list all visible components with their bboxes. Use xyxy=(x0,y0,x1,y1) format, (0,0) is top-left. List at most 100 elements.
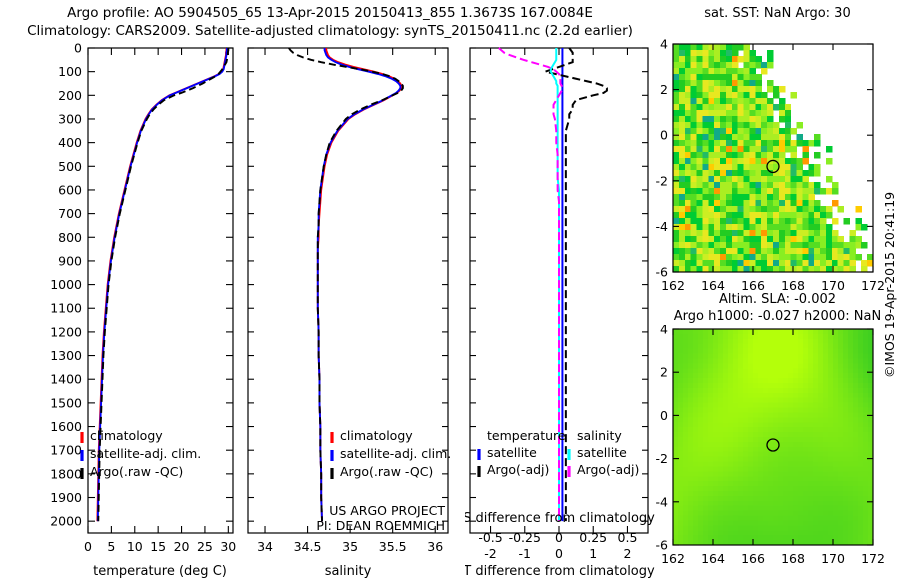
svg-text:4: 4 xyxy=(660,325,668,337)
svg-text:-0.5: -0.5 xyxy=(478,530,502,545)
svg-text:20: 20 xyxy=(174,539,190,554)
svg-text:170: 170 xyxy=(821,278,845,293)
svg-text:162: 162 xyxy=(661,551,685,566)
copyright-stamp: ©IMOS 19-Apr-2015 20:41:19 xyxy=(866,192,897,578)
svg-text:400: 400 xyxy=(58,135,82,150)
svg-text:162: 162 xyxy=(661,278,685,293)
difference-s-axis-label: S difference from climatology xyxy=(465,511,655,526)
svg-text:800: 800 xyxy=(58,230,82,245)
svg-text:172: 172 xyxy=(861,278,885,293)
svg-text:satellite-adj. clim.: satellite-adj. clim. xyxy=(90,446,201,461)
svg-text:34: 34 xyxy=(257,539,273,554)
sst-map-title: sat. SST: NaN Argo: 30 xyxy=(704,6,851,21)
svg-text:-1: -1 xyxy=(519,546,531,561)
svg-text:-6: -6 xyxy=(656,265,669,280)
svg-text:170: 170 xyxy=(821,551,845,566)
difference-plot-frame xyxy=(469,47,649,534)
svg-text:satellite: satellite xyxy=(577,445,627,460)
sst-map-svg: 162 164 166 168 170 172 4 2 0 -2 -4 -6 xyxy=(656,37,885,294)
sla-map-title-line2: Argo h1000: -0.027 h2000: NaN xyxy=(673,309,882,324)
svg-text:25: 25 xyxy=(197,539,213,554)
svg-text:0: 0 xyxy=(555,530,563,545)
svg-text:0.5: 0.5 xyxy=(618,530,638,545)
svg-text:166: 166 xyxy=(741,278,765,293)
svg-text:10: 10 xyxy=(127,539,143,554)
svg-text:1900: 1900 xyxy=(50,490,82,505)
difference-plot-svg: -0.5 -0.25 0 0.25 0.5 -2 -1 0 1 2 temperature sal… xyxy=(465,47,655,579)
svg-text:1000: 1000 xyxy=(50,277,82,292)
svg-text:200: 200 xyxy=(58,88,82,103)
svg-text:1700: 1700 xyxy=(50,443,82,458)
svg-text:30: 30 xyxy=(220,539,236,554)
svg-text:US ARGO PROJECT: US ARGO PROJECT xyxy=(329,503,445,518)
sst-profile-location-marker xyxy=(766,159,780,174)
svg-text:600: 600 xyxy=(58,182,82,197)
svg-text:-2: -2 xyxy=(656,173,668,188)
sla-map-title-line1: Altim. SLA: -0.002 xyxy=(718,292,837,307)
svg-text:climatology: climatology xyxy=(90,428,163,443)
sla-profile-location-marker xyxy=(766,438,780,452)
svg-text:166: 166 xyxy=(741,551,765,566)
svg-text:300: 300 xyxy=(58,111,82,126)
svg-text:2: 2 xyxy=(660,365,668,380)
temperature-plot-svg: 0100200300400500600700800900100011001200… xyxy=(50,41,236,580)
salinity-plot-frame xyxy=(247,47,449,534)
panel-temperature: 0 100 200 300 400 500 600 700 800 900 1000 1100 1200… xyxy=(0,40,240,580)
svg-text:satellite: satellite xyxy=(487,445,537,460)
svg-text:-2: -2 xyxy=(484,546,496,561)
svg-text:Argo(-adj): Argo(-adj) xyxy=(577,462,639,477)
svg-text:35.5: 35.5 xyxy=(379,539,407,554)
copyright-text: ©IMOS 19-Apr-2015 20:41:19 xyxy=(882,191,897,378)
difference-t-axis-label: T difference from climatology xyxy=(465,564,655,579)
map-sla: 162 164 166 168 170 172 4 2 0 -2 -4 -6 xyxy=(655,325,900,580)
svg-text:700: 700 xyxy=(58,206,82,221)
salinity-xaxis-label: salinity xyxy=(325,564,372,579)
svg-text:-0.25: -0.25 xyxy=(509,530,541,545)
svg-text:0: 0 xyxy=(555,546,563,561)
svg-text:900: 900 xyxy=(58,253,82,268)
svg-text:-6: -6 xyxy=(656,538,669,553)
svg-text:2: 2 xyxy=(623,546,631,561)
svg-text:4: 4 xyxy=(660,37,668,52)
svg-text:satellite-adj. clim.: satellite-adj. clim. xyxy=(340,446,451,461)
svg-text:1400: 1400 xyxy=(50,372,82,387)
sst-map-frame xyxy=(672,43,874,273)
svg-text:172: 172 xyxy=(861,551,885,566)
svg-text:168: 168 xyxy=(781,551,805,566)
sla-map-svg: 162 164 166 168 170 172 4 2 0 -2 -4 -6 xyxy=(656,325,885,566)
svg-text:1200: 1200 xyxy=(50,324,82,339)
temperature-xaxis-label: temperature (deg C) xyxy=(93,564,227,579)
svg-text:1: 1 xyxy=(589,546,597,561)
svg-text:climatology: climatology xyxy=(340,428,413,443)
svg-text:-4: -4 xyxy=(656,494,669,509)
svg-text:Argo(-adj): Argo(-adj) xyxy=(487,462,549,477)
svg-text:PI: DEAN ROEMMICH: PI: DEAN ROEMMICH xyxy=(316,518,445,533)
panel-difference: -0.5 -0.25 0 0.25 0.5 -2 -1 0 1 2 temperature sal… xyxy=(465,40,660,580)
svg-text:0.25: 0.25 xyxy=(579,530,607,545)
svg-text:0: 0 xyxy=(660,408,668,423)
svg-text:35: 35 xyxy=(342,539,358,554)
svg-text:0: 0 xyxy=(74,41,82,56)
svg-text:34.5: 34.5 xyxy=(294,539,322,554)
salinity-plot-svg: 34 34.5 35 35.5 36 climatology satellite-adj.… xyxy=(247,47,451,579)
figure-title-line2: Climatology: CARS2009. Satellite-adjuste… xyxy=(27,23,633,39)
svg-text:164: 164 xyxy=(701,278,725,293)
svg-text:temperature: temperature xyxy=(487,428,566,443)
map-sst: 162 164 166 168 170 172 4 2 0 -2 -4 -6 xyxy=(655,24,900,294)
svg-text:salinity: salinity xyxy=(577,428,622,443)
figure-title-line1: Argo profile: AO 5904505_65 13-Apr-2015 … xyxy=(67,5,593,21)
svg-text:1800: 1800 xyxy=(50,466,82,481)
svg-text:500: 500 xyxy=(58,159,82,174)
panel-salinity: 34 34.5 35 35.5 36 climatology satellite-adj.… xyxy=(240,40,465,580)
svg-text:100: 100 xyxy=(58,64,82,79)
svg-text:Argo(.raw -QC): Argo(.raw -QC) xyxy=(90,464,183,479)
svg-text:-4: -4 xyxy=(656,219,669,234)
svg-text:2: 2 xyxy=(660,82,668,97)
svg-text:1500: 1500 xyxy=(50,395,82,410)
svg-text:2000: 2000 xyxy=(50,514,82,529)
figure-title: Argo profile: AO 5904505_65 13-Apr-2015 … xyxy=(0,4,660,40)
svg-text:-2: -2 xyxy=(656,451,668,466)
svg-text:1300: 1300 xyxy=(50,348,82,363)
svg-text:0: 0 xyxy=(84,539,92,554)
svg-text:1100: 1100 xyxy=(50,301,82,316)
